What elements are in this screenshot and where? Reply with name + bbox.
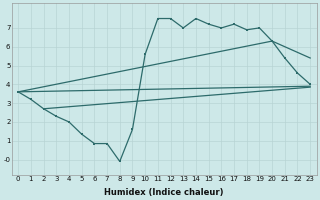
X-axis label: Humidex (Indice chaleur): Humidex (Indice chaleur) (104, 188, 224, 197)
